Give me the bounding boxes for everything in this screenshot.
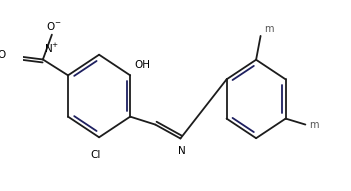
Text: N: N [178, 146, 186, 156]
Text: m: m [309, 120, 318, 129]
Text: O$^{-}$: O$^{-}$ [46, 20, 61, 32]
Text: Cl: Cl [90, 150, 101, 160]
Text: O: O [0, 50, 6, 61]
Text: m: m [264, 24, 274, 34]
Text: OH: OH [135, 60, 151, 70]
Text: N$^{+}$: N$^{+}$ [44, 42, 59, 56]
